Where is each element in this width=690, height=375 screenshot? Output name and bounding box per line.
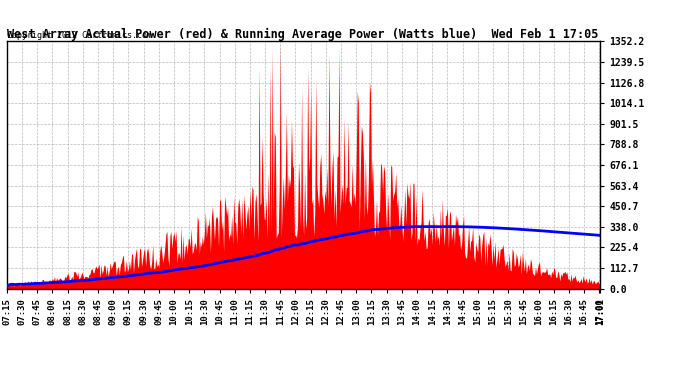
Text: West Array Actual Power (red) & Running Average Power (Watts blue)  Wed Feb 1 17: West Array Actual Power (red) & Running … [7, 28, 598, 41]
Text: Copyright 2012 Cartronics.com: Copyright 2012 Cartronics.com [7, 31, 152, 40]
